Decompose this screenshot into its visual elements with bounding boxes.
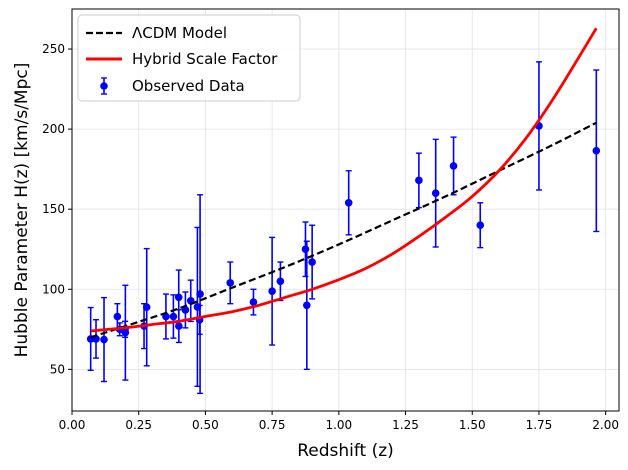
data-marker xyxy=(113,312,122,321)
data-marker xyxy=(308,258,316,266)
data-marker xyxy=(196,290,204,298)
legend: ΛCDM Model Hybrid Scale Factor Observed … xyxy=(77,14,301,102)
data-marker xyxy=(476,221,485,230)
y-tick-label: 100 xyxy=(42,282,65,296)
observed-data-point xyxy=(249,288,258,316)
x-tick-label: 1.25 xyxy=(392,418,419,432)
observed-data-point xyxy=(592,69,601,233)
data-marker xyxy=(431,189,440,197)
y-tick-label: 250 xyxy=(42,42,65,56)
data-marker xyxy=(415,176,423,185)
observed-data-point xyxy=(100,296,108,383)
x-axis-title: Redshift (z) xyxy=(297,441,394,461)
data-marker xyxy=(142,303,151,312)
observed-data-point xyxy=(169,294,178,339)
observed-data-point xyxy=(121,284,130,381)
observed-data-point xyxy=(142,247,151,367)
legend-box xyxy=(77,14,301,102)
x-tick-label: 1.50 xyxy=(459,418,486,432)
data-marker xyxy=(344,198,353,207)
lcdm-model-line xyxy=(90,121,597,339)
legend-label-hybrid: Hybrid Scale Factor xyxy=(132,50,278,68)
observed-data-point xyxy=(196,194,204,395)
x-tick-label: 1.75 xyxy=(526,418,553,432)
axis-ticks: 0.00 0.25 0.50 0.75 1.00 1.25 1.50 1.75 2.00 50 10… xyxy=(42,42,619,432)
data-marker xyxy=(301,245,310,254)
x-tick-label: 0.00 xyxy=(59,418,86,432)
data-marker xyxy=(449,162,458,170)
data-marker xyxy=(100,335,108,344)
data-marker xyxy=(276,277,285,286)
observed-data-point xyxy=(303,240,311,371)
observed-data-point xyxy=(344,170,353,236)
legend-label-observed: Observed Data xyxy=(132,77,245,95)
hybrid-scale-factor-line xyxy=(90,27,598,333)
data-marker xyxy=(181,306,190,314)
observed-data-point xyxy=(226,261,235,305)
observed-data-point xyxy=(476,202,485,249)
series-layer xyxy=(86,27,601,395)
data-marker xyxy=(226,279,235,287)
y-axis-title: Hubble Parameter H(z) [km/s/Mpc] xyxy=(12,63,32,358)
observed-data-point xyxy=(162,293,170,340)
data-marker xyxy=(169,312,178,321)
data-marker xyxy=(175,322,183,330)
data-marker xyxy=(303,301,311,310)
plot-frame xyxy=(71,8,620,412)
data-marker xyxy=(121,328,130,337)
observed-data-point xyxy=(175,309,183,344)
x-tick-label: 1.00 xyxy=(325,418,352,432)
observed-data-point xyxy=(449,136,458,196)
x-tick-label: 0.25 xyxy=(125,418,152,432)
y-tick-label: 50 xyxy=(50,362,65,376)
x-tick-label: 2.00 xyxy=(592,418,619,432)
data-marker xyxy=(249,298,258,306)
observed-data-point xyxy=(268,236,276,346)
y-tick-label: 150 xyxy=(42,202,65,216)
y-tick-label: 200 xyxy=(42,122,65,136)
x-tick-label: 0.75 xyxy=(259,418,286,432)
legend-swatch-observed xyxy=(100,77,108,95)
data-marker xyxy=(592,146,601,155)
legend-marker xyxy=(100,82,108,90)
data-marker xyxy=(174,293,183,302)
legend-label-lcdm: ΛCDM Model xyxy=(132,24,227,42)
observed-data-point xyxy=(308,224,316,300)
observed-data-point xyxy=(431,138,440,248)
observed-data-point xyxy=(181,291,190,329)
data-marker xyxy=(268,287,276,296)
x-tick-label: 0.50 xyxy=(192,418,219,432)
